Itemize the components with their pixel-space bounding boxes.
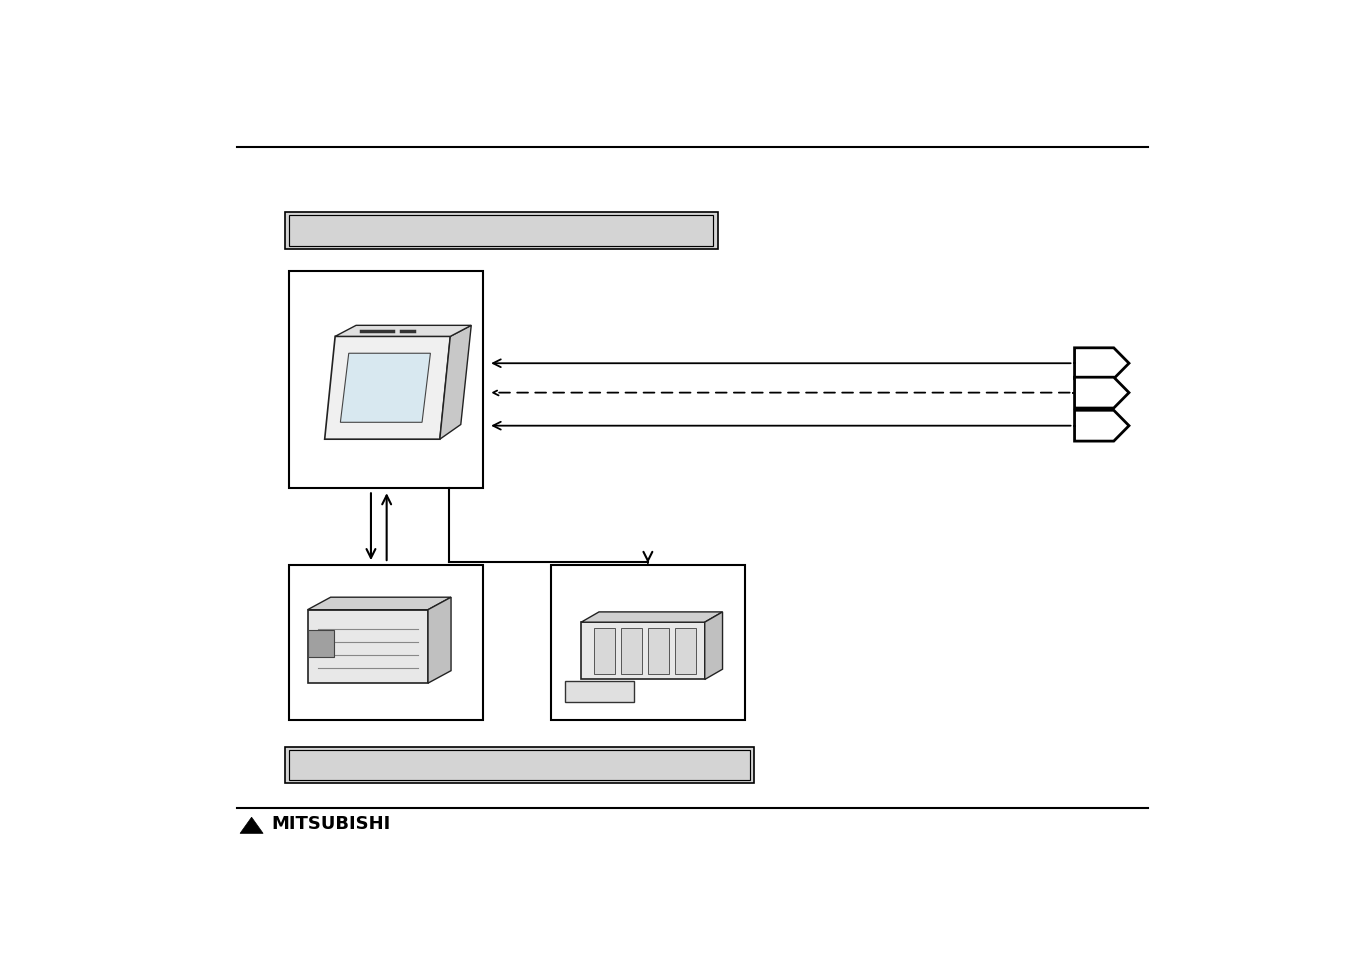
- Polygon shape: [308, 610, 428, 683]
- Polygon shape: [1074, 411, 1129, 441]
- Polygon shape: [308, 598, 451, 610]
- Polygon shape: [335, 326, 471, 337]
- Polygon shape: [1074, 377, 1129, 409]
- Bar: [289, 215, 713, 247]
- Polygon shape: [340, 354, 431, 423]
- Text: MITSUBISHI: MITSUBISHI: [272, 814, 390, 832]
- Polygon shape: [1074, 349, 1129, 379]
- Polygon shape: [566, 681, 634, 701]
- Bar: [285, 747, 754, 783]
- Bar: [289, 566, 484, 720]
- Polygon shape: [428, 598, 451, 683]
- Bar: [551, 566, 744, 720]
- Polygon shape: [240, 818, 263, 834]
- Polygon shape: [324, 337, 450, 439]
- Bar: [676, 628, 696, 674]
- Polygon shape: [581, 612, 723, 622]
- Polygon shape: [581, 622, 705, 679]
- Bar: [308, 630, 334, 658]
- Bar: [289, 273, 484, 489]
- Bar: [593, 628, 615, 674]
- Bar: [621, 628, 642, 674]
- Bar: [648, 628, 669, 674]
- Bar: [289, 750, 750, 781]
- Polygon shape: [440, 326, 471, 439]
- Polygon shape: [705, 612, 723, 679]
- Bar: [285, 213, 717, 250]
